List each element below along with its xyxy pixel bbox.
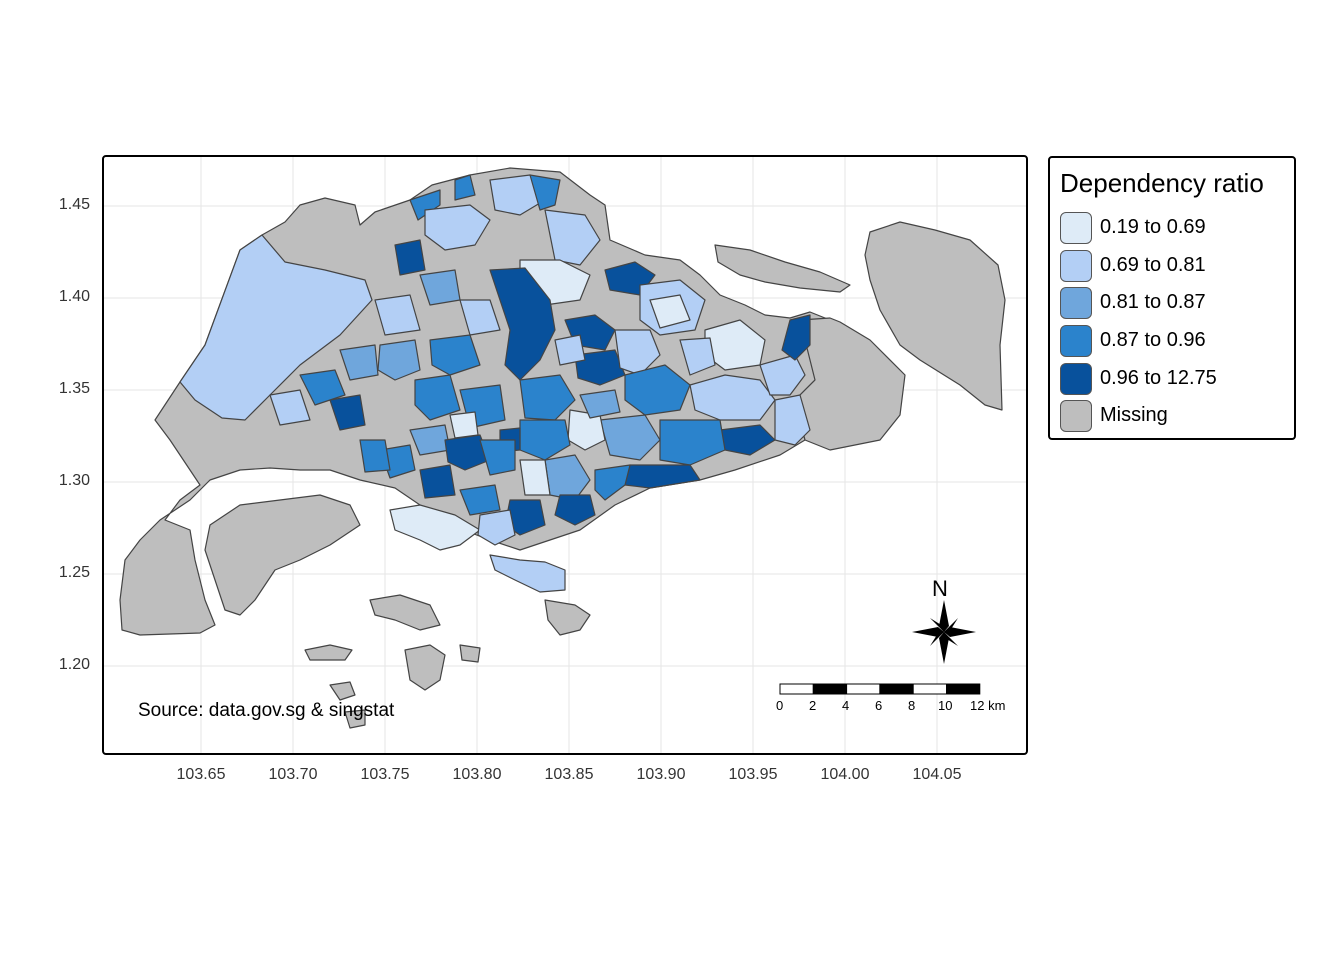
island-south-4 (459, 644, 481, 663)
scale-label: 12 km (970, 698, 1006, 713)
region-port-light (389, 504, 481, 551)
legend-item: Missing (1058, 398, 1288, 434)
legend-swatch (1060, 325, 1092, 357)
y-tick-label: 1.20 (58, 656, 90, 673)
y-tick-label: 1.30 (58, 472, 90, 489)
scale-label: 10 (938, 698, 953, 713)
scale-label: 0 (776, 698, 784, 713)
x-tick-label: 103.80 (452, 766, 502, 783)
legend-swatch (1060, 287, 1092, 319)
legend: Dependency ratio 0.19 to 0.69 0.69 to 0.… (1048, 156, 1296, 440)
island-south-7 (344, 709, 366, 729)
legend-swatch (1060, 212, 1092, 244)
legend-label: 0.19 to 0.69 (1100, 216, 1206, 238)
x-tick-label: 103.65 (176, 766, 226, 783)
region-west (179, 234, 373, 421)
island-south-5 (544, 599, 591, 636)
scale-label: 8 (908, 698, 916, 713)
compass-star-icon (912, 600, 976, 664)
legend-title: Dependency ratio (1060, 168, 1264, 198)
y-tick-label: 1.40 (58, 288, 90, 305)
x-tick-label: 103.90 (636, 766, 686, 783)
source-credit: Source: data.gov.sg & singstat (138, 700, 395, 721)
island-south-3 (304, 644, 353, 661)
scale-label: 6 (875, 698, 883, 713)
legend-label: 0.96 to 12.75 (1100, 367, 1217, 389)
x-tick-label: 103.85 (544, 766, 594, 783)
scale-label: 2 (809, 698, 817, 713)
legend-label: Missing (1100, 404, 1168, 426)
north-label: N (932, 576, 948, 601)
island-ubin (714, 244, 851, 293)
legend-label: 0.81 to 0.87 (1100, 291, 1206, 313)
legend-swatch (1060, 400, 1092, 432)
x-tick-label: 104.05 (912, 766, 962, 783)
legend-label: 0.87 to 0.96 (1100, 329, 1206, 351)
x-tick-label: 104.00 (820, 766, 870, 783)
legend-swatch (1060, 250, 1092, 282)
island-south-2 (404, 644, 446, 691)
legend-item: 0.69 to 0.81 (1058, 248, 1288, 284)
x-tick-label: 103.95 (728, 766, 778, 783)
island-tekong (864, 221, 1006, 411)
x-tick-label: 103.70 (268, 766, 318, 783)
island-south-1 (369, 594, 441, 631)
scale-bar (779, 683, 981, 695)
island-south-6 (329, 681, 356, 701)
legend-item: 0.19 to 0.69 (1058, 210, 1288, 246)
y-tick-label: 1.25 (58, 564, 90, 581)
scale-label: 4 (842, 698, 850, 713)
y-tick-label: 1.35 (58, 380, 90, 397)
legend-item: 0.81 to 0.87 (1058, 285, 1288, 321)
legend-item: 0.87 to 0.96 (1058, 323, 1288, 359)
island-sentosa (489, 554, 566, 593)
legend-swatch (1060, 363, 1092, 395)
island-jurong (204, 494, 361, 616)
map-regions (119, 167, 1006, 729)
legend-label: 0.69 to 0.81 (1100, 254, 1206, 276)
y-tick-label: 1.45 (58, 196, 90, 213)
legend-item: 0.96 to 12.75 (1058, 361, 1288, 397)
region-changi (794, 317, 906, 451)
x-tick-label: 103.75 (360, 766, 410, 783)
